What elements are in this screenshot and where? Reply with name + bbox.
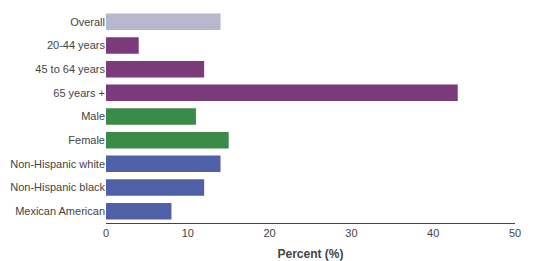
svg-text:Male: Male [81,110,105,122]
svg-text:20-44 years: 20-44 years [47,39,106,51]
svg-text:0: 0 [103,227,109,239]
svg-text:30: 30 [345,227,357,239]
svg-text:10: 10 [182,227,194,239]
svg-text:Non-Hispanic white: Non-Hispanic white [10,158,105,170]
svg-text:Mexican American: Mexican American [15,205,105,217]
svg-text:20: 20 [263,227,275,239]
svg-text:45 to 64 years: 45 to 64 years [35,63,105,75]
svg-text:65 years +: 65 years + [53,87,105,99]
svg-text:Non-Hispanic black: Non-Hispanic black [10,181,105,193]
svg-text:50: 50 [509,227,521,239]
svg-text:Percent (%): Percent (%) [277,247,343,261]
svg-text:Overall: Overall [70,16,105,28]
svg-text:40: 40 [427,227,439,239]
svg-text:Female: Female [68,134,105,146]
